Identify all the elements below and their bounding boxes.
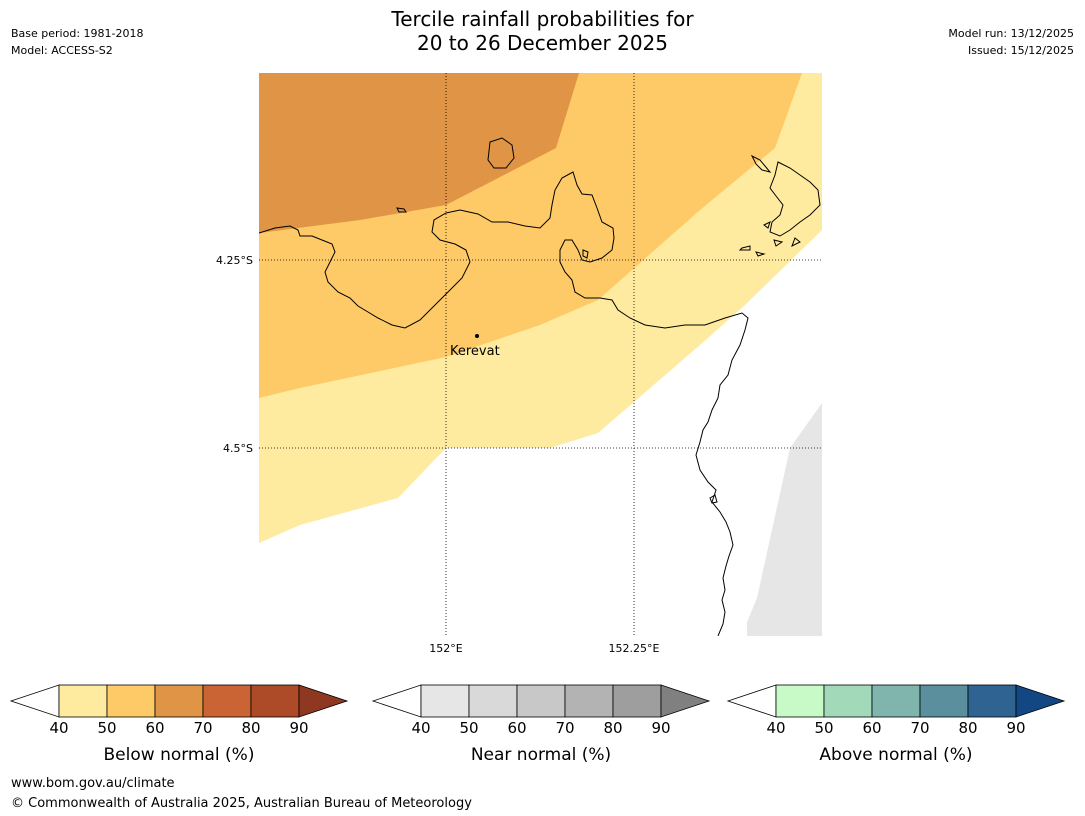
coastline-islet-mid [582,249,589,259]
above-tick-label: 50 [814,719,834,737]
map-panel: Kerevat [259,73,822,636]
above-tick-label: 60 [862,719,882,737]
below-bar-segment [106,684,156,718]
below-tick-label: 60 [145,719,165,737]
footer: www.bom.gov.au/climate © Commonwealth of… [11,774,472,814]
above-tick-label: 90 [1006,719,1026,737]
below-tick-label: 40 [49,719,69,737]
header-right: Model run: 13/12/2025 Issued: 15/12/2025 [948,25,1074,59]
above-bar-segment [823,684,873,718]
lat-label-4-5: 4.5°S [223,442,253,455]
map-title: Tercile rainfall probabilities for 20 to… [0,7,1085,55]
kerevat-label: Kerevat [450,344,500,359]
near-bar-under-extension [371,684,422,718]
header-left: Base period: 1981-2018 Model: ACCESS-S2 [11,25,143,59]
coastline-islet-south [709,494,718,504]
coastline-main [259,171,749,636]
below-bar-segment [250,684,300,718]
below-tick-label: 50 [97,719,117,737]
coastline-new-ireland-tip [750,154,821,257]
below-tick-label: 80 [241,719,261,737]
below-bar-over-extension [298,684,349,718]
below-bar-segment [154,684,204,718]
title-line-2: 20 to 26 December 2025 [416,31,668,55]
above-bar-under-extension [726,684,777,718]
near-bar-segment [516,684,566,718]
kerevat-marker [475,334,479,338]
near-tick-label: 60 [507,719,527,737]
base-period-text: Base period: 1981-2018 [11,27,144,40]
issued-text: Issued: 15/12/2025 [967,44,1074,57]
coastline-duke-of-york [738,245,751,251]
above-bar-over-extension [1015,684,1066,718]
below-tick-label: 70 [193,719,213,737]
near-40-50-region [747,403,822,636]
below-bar-under-extension [9,684,60,718]
near-tick-label: 80 [603,719,623,737]
above-bar-segment [919,684,969,718]
below-bar-segment [58,684,108,718]
colorbar-near-label: Near normal (%) [470,745,612,765]
below-bar-segment [202,684,252,718]
above-bar-segment [871,684,921,718]
above-bar-segment [967,684,1017,718]
colorbar-below-label: Below normal (%) [103,745,255,765]
footer-copyright: © Commonwealth of Australia 2025, Austra… [11,796,472,811]
colorbar-near-normal [371,684,711,718]
above-tick-label: 40 [766,719,786,737]
above-bar-segment [775,684,825,718]
above-tick-label: 80 [958,719,978,737]
below-tick-label: 90 [289,719,309,737]
near-tick-label: 50 [459,719,479,737]
lon-label-152: 152°E [429,642,462,655]
near-tick-label: 90 [651,719,671,737]
near-tick-label: 70 [555,719,575,737]
above-tick-label: 70 [910,719,930,737]
model-run-text: Model run: 13/12/2025 [948,27,1074,40]
colorbar-below-normal [9,684,349,718]
footer-url: www.bom.gov.au/climate [11,776,175,791]
coastline-islet-west [396,207,407,213]
colorbar-above-label: Above normal (%) [819,745,973,765]
model-text: Model: ACCESS-S2 [11,44,113,57]
lat-label-4-25: 4.25°S [216,254,253,267]
near-bar-segment [420,684,470,718]
title-line-1: Tercile rainfall probabilities for [391,7,694,31]
below-60-70-region [259,73,579,233]
near-bar-segment [564,684,614,718]
near-bar-segment [612,684,662,718]
near-tick-label: 40 [411,719,431,737]
coastlines [259,137,821,636]
lon-label-152-25: 152.25°E [609,642,660,655]
colorbar-above-normal [726,684,1066,718]
near-bar-segment [468,684,518,718]
near-bar-over-extension [660,684,711,718]
coastline-island-north [487,137,515,169]
